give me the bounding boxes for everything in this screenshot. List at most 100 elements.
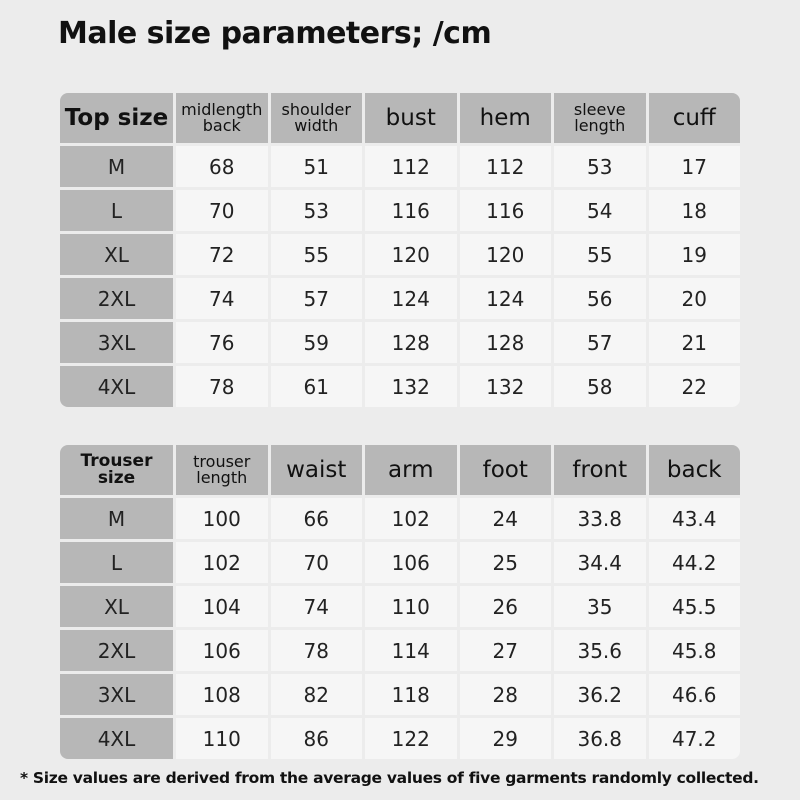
value-cell: 27: [459, 630, 551, 671]
size-cell: 4XL: [60, 366, 173, 407]
top-size-table: Top size midlength back shoulder width bust…: [60, 93, 740, 407]
trouser-size-table: Trouser size trouser length waist arm foot fr…: [60, 445, 740, 759]
value-cell: 66: [270, 498, 362, 539]
value-cell: 116: [365, 190, 457, 231]
value-cell: 116: [459, 190, 551, 231]
value-cell: 57: [270, 278, 362, 319]
value-cell: 59: [270, 322, 362, 363]
value-cell: 128: [459, 322, 551, 363]
size-cell: 3XL: [60, 674, 173, 715]
value-cell: 124: [459, 278, 551, 319]
value-cell: 43.4: [648, 498, 740, 539]
value-cell: 68: [176, 146, 268, 187]
value-cell: 74: [176, 278, 268, 319]
header-cell: Top size: [60, 93, 173, 143]
value-cell: 55: [554, 234, 646, 275]
header-cell: hem: [459, 93, 551, 143]
value-cell: 35: [554, 586, 646, 627]
value-cell: 78: [270, 630, 362, 671]
value-cell: 110: [176, 718, 268, 759]
value-cell: 56: [554, 278, 646, 319]
value-cell: 70: [270, 542, 362, 583]
header-cell: back: [648, 445, 740, 495]
value-cell: 29: [459, 718, 551, 759]
size-cell: M: [60, 146, 173, 187]
header-cell: waist: [270, 445, 362, 495]
value-cell: 57: [554, 322, 646, 363]
footnote: * Size values are derived from the avera…: [20, 769, 759, 787]
value-cell: 28: [459, 674, 551, 715]
value-cell: 17: [648, 146, 740, 187]
size-cell: M: [60, 498, 173, 539]
value-cell: 24: [459, 498, 551, 539]
value-cell: 55: [270, 234, 362, 275]
header-cell: cuff: [648, 93, 740, 143]
size-cell: XL: [60, 234, 173, 275]
value-cell: 86: [270, 718, 362, 759]
value-cell: 72: [176, 234, 268, 275]
size-cell: XL: [60, 586, 173, 627]
value-cell: 106: [365, 542, 457, 583]
value-cell: 120: [365, 234, 457, 275]
value-cell: 128: [365, 322, 457, 363]
value-cell: 70: [176, 190, 268, 231]
value-cell: 132: [365, 366, 457, 407]
value-cell: 102: [176, 542, 268, 583]
value-cell: 118: [365, 674, 457, 715]
size-cell: 3XL: [60, 322, 173, 363]
value-cell: 51: [270, 146, 362, 187]
size-cell: 2XL: [60, 630, 173, 671]
size-cell: L: [60, 542, 173, 583]
value-cell: 26: [459, 586, 551, 627]
value-cell: 20: [648, 278, 740, 319]
size-cell: L: [60, 190, 173, 231]
value-cell: 78: [176, 366, 268, 407]
value-cell: 74: [270, 586, 362, 627]
value-cell: 19: [648, 234, 740, 275]
value-cell: 122: [365, 718, 457, 759]
value-cell: 25: [459, 542, 551, 583]
value-cell: 112: [459, 146, 551, 187]
value-cell: 44.2: [648, 542, 740, 583]
value-cell: 45.8: [648, 630, 740, 671]
value-cell: 36.2: [554, 674, 646, 715]
header-cell: front: [554, 445, 646, 495]
header-cell: trouser length: [176, 445, 268, 495]
value-cell: 100: [176, 498, 268, 539]
value-cell: 112: [365, 146, 457, 187]
value-cell: 46.6: [648, 674, 740, 715]
value-cell: 110: [365, 586, 457, 627]
value-cell: 58: [554, 366, 646, 407]
value-cell: 36.8: [554, 718, 646, 759]
header-cell: Trouser size: [60, 445, 173, 495]
header-cell: sleeve length: [554, 93, 646, 143]
value-cell: 21: [648, 322, 740, 363]
value-cell: 132: [459, 366, 551, 407]
value-cell: 120: [459, 234, 551, 275]
value-cell: 22: [648, 366, 740, 407]
value-cell: 104: [176, 586, 268, 627]
header-cell: midlength back: [176, 93, 268, 143]
value-cell: 53: [554, 146, 646, 187]
value-cell: 61: [270, 366, 362, 407]
value-cell: 102: [365, 498, 457, 539]
value-cell: 76: [176, 322, 268, 363]
header-cell: bust: [365, 93, 457, 143]
header-cell: shoulder width: [270, 93, 362, 143]
value-cell: 33.8: [554, 498, 646, 539]
value-cell: 45.5: [648, 586, 740, 627]
header-cell: foot: [459, 445, 551, 495]
value-cell: 114: [365, 630, 457, 671]
value-cell: 54: [554, 190, 646, 231]
value-cell: 34.4: [554, 542, 646, 583]
value-cell: 35.6: [554, 630, 646, 671]
header-cell: arm: [365, 445, 457, 495]
size-cell: 2XL: [60, 278, 173, 319]
size-cell: 4XL: [60, 718, 173, 759]
value-cell: 18: [648, 190, 740, 231]
value-cell: 47.2: [648, 718, 740, 759]
title: Male size parameters; /cm: [58, 16, 492, 51]
value-cell: 124: [365, 278, 457, 319]
value-cell: 82: [270, 674, 362, 715]
